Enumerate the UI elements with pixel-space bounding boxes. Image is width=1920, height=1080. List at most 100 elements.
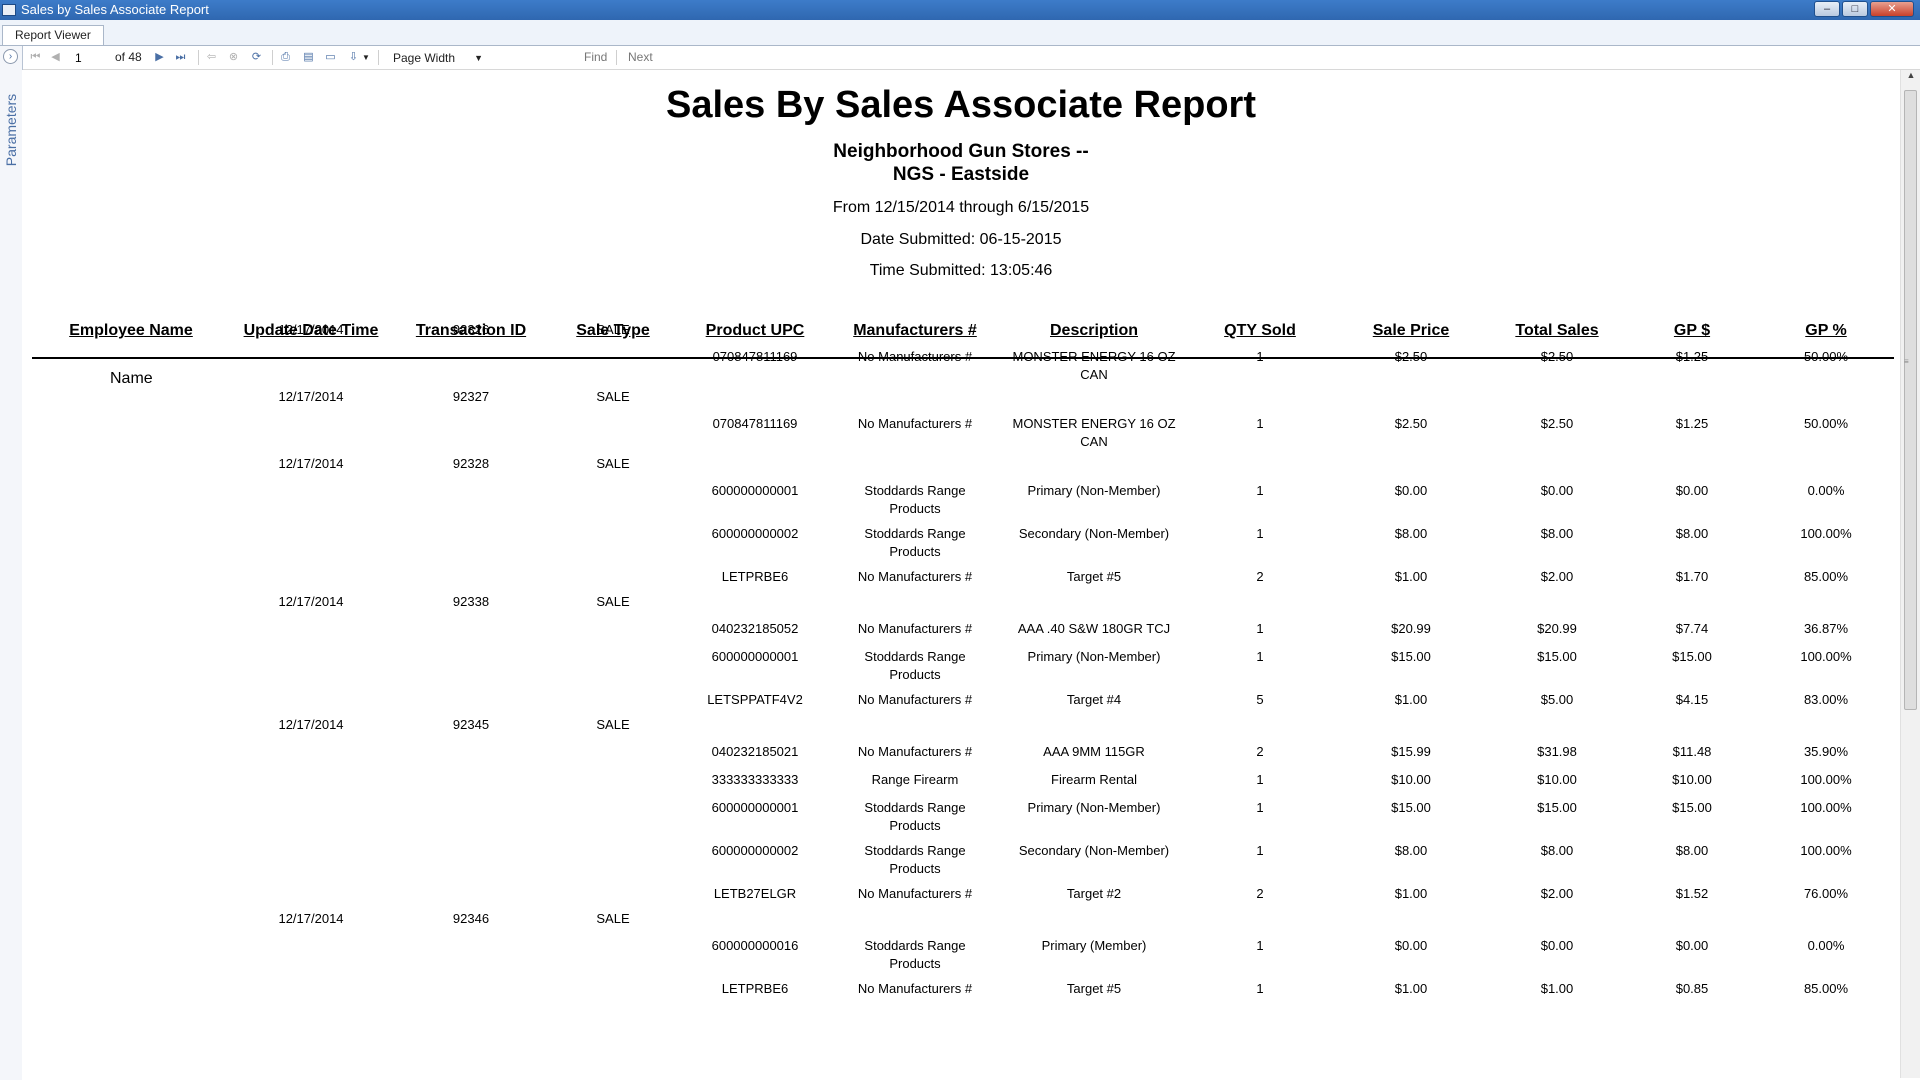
qty-sold: 1 (1256, 649, 1264, 664)
qty-sold: 2 (1256, 569, 1264, 584)
description: MONSTER ENERGY 16 OZ CAN (1012, 416, 1176, 449)
previous-page-icon[interactable]: ◀ (51, 51, 60, 63)
qty-sold: 1 (1256, 772, 1264, 787)
report-title: Sales By Sales Associate Report (666, 84, 1256, 126)
back-icon[interactable]: ⇦ (206, 51, 217, 63)
qty-sold: 2 (1256, 886, 1264, 901)
gp-dollars: $1.70 (1675, 569, 1709, 584)
qty-sold: 1 (1256, 843, 1264, 858)
header-employee-name: Employee Name (69, 322, 193, 339)
page-number-input[interactable] (70, 48, 120, 68)
tab-report-viewer[interactable]: Report Viewer (2, 25, 104, 45)
total-sales: $15.00 (1537, 649, 1577, 664)
stop-icon[interactable]: ⊗ (228, 51, 239, 63)
last-page-icon[interactable]: ⏭ (175, 51, 186, 63)
sale-price: $2.50 (1394, 416, 1428, 431)
header-gp-dollars: GP $ (1673, 322, 1711, 339)
close-button[interactable]: ✕ (1870, 1, 1914, 17)
sale-price: $2.50 (1394, 349, 1428, 364)
employee-name-label: Name (110, 370, 153, 387)
gp-dollars: $8.00 (1675, 526, 1709, 541)
manufacturer: Stoddards Range Products (864, 843, 966, 876)
manufacturer: Range Firearm (871, 772, 959, 787)
sale-price: $10.00 (1391, 772, 1431, 787)
gp-dollars: $1.25 (1675, 349, 1709, 364)
gp-dollars: $15.00 (1672, 800, 1712, 815)
scroll-thumb[interactable] (1904, 90, 1917, 710)
toolbar-separator (272, 50, 273, 65)
description: Secondary (Non-Member) (1018, 526, 1170, 541)
qty-sold: 1 (1256, 483, 1264, 498)
qty-sold: 5 (1256, 692, 1264, 707)
page-setup-icon[interactable]: ▭ (325, 51, 336, 63)
product-upc: LETSPPATF4V2 (707, 692, 803, 707)
gp-percent: 85.00% (1803, 981, 1849, 996)
product-upc: 040232185052 (711, 621, 799, 636)
next-button[interactable]: Next (628, 50, 653, 64)
product-upc: LETPRBE6 (721, 981, 789, 996)
expand-parameters-icon[interactable]: › (3, 49, 18, 64)
total-sales: $0.00 (1540, 483, 1574, 498)
zoom-select[interactable]: Page Width ▼ (388, 48, 488, 66)
find-button[interactable]: Find (584, 50, 608, 64)
sale-type: SALE (596, 389, 630, 404)
gp-dollars: $0.85 (1675, 981, 1709, 996)
minimize-button[interactable]: – (1814, 1, 1840, 17)
description: Target #5 (1066, 981, 1122, 996)
product-upc: 600000000001 (711, 483, 799, 498)
gp-percent: 36.87% (1803, 621, 1849, 636)
transaction-id: 92346 (452, 911, 490, 926)
print-icon[interactable]: ⎙ (281, 51, 290, 63)
sale-price: $0.00 (1394, 938, 1428, 953)
window-title: Sales by Sales Associate Report (21, 2, 209, 17)
refresh-icon[interactable]: ⟳ (251, 51, 262, 63)
tab-strip: Report Viewer (0, 20, 1920, 46)
report-page: Sales By Sales Associate Report Neighbor… (22, 70, 1900, 1080)
header-sale-price: Sale Price (1372, 322, 1450, 339)
qty-sold: 1 (1256, 526, 1264, 541)
find-input[interactable] (500, 48, 572, 66)
toolbar-separator (616, 50, 617, 65)
app-icon (2, 4, 16, 16)
product-upc: LETB27ELGR (713, 886, 797, 901)
date-submitted: Date Submitted: 06-15-2015 (860, 231, 1062, 248)
description: Primary (Member) (1041, 938, 1147, 953)
sale-price: $15.99 (1391, 744, 1431, 759)
header-update-date-time: Update Date Time (243, 322, 379, 339)
transaction-date: 12/17/2014 (278, 389, 344, 404)
window-title-bar: Sales by Sales Associate Report – □ ✕ (0, 0, 1920, 20)
chevron-down-icon: ▼ (474, 53, 483, 63)
print-layout-icon[interactable]: ▤ (303, 51, 314, 63)
qty-sold: 1 (1256, 621, 1264, 636)
header-product-upc: Product UPC (705, 322, 805, 339)
gp-dollars: $10.00 (1672, 772, 1712, 787)
company-line: Neighborhood Gun Stores -- (833, 141, 1089, 162)
description: Target #4 (1066, 692, 1122, 707)
gp-dollars: $0.00 (1675, 483, 1709, 498)
manufacturer: Stoddards Range Products (864, 649, 966, 682)
sale-type: SALE (596, 456, 630, 471)
product-upc: 600000000002 (711, 843, 799, 858)
report-toolbar: ⏮ ◀ of 48 ▶ ⏭ ⇦ ⊗ ⟳ ⎙ ▤ ▭ ⇩ ▼ Page Width… (0, 46, 1920, 70)
vertical-scrollbar[interactable]: ▲ ≡ (1900, 70, 1920, 1078)
parameters-label[interactable]: Parameters (3, 93, 19, 167)
description: Secondary (Non-Member) (1018, 843, 1170, 858)
next-page-icon[interactable]: ▶ (155, 51, 164, 63)
scroll-up-icon[interactable]: ▲ (1906, 70, 1916, 80)
total-sales: $15.00 (1537, 800, 1577, 815)
description: Primary (Non-Member) (1027, 649, 1161, 664)
first-page-icon[interactable]: ⏮ (30, 51, 41, 63)
gp-percent: 50.00% (1803, 416, 1849, 431)
description: Primary (Non-Member) (1027, 800, 1161, 815)
sale-price: $15.00 (1391, 800, 1431, 815)
sale-type: SALE (596, 322, 630, 337)
sale-price: $8.00 (1394, 843, 1428, 858)
gp-dollars: $8.00 (1675, 843, 1709, 858)
export-dropdown-arrow-icon[interactable]: ▼ (362, 53, 370, 62)
maximize-button[interactable]: □ (1842, 1, 1868, 17)
sale-price: $0.00 (1394, 483, 1428, 498)
export-icon[interactable]: ⇩ (348, 51, 359, 63)
header-gp-percent: GP % (1805, 322, 1847, 339)
product-upc: 040232185021 (711, 744, 799, 759)
manufacturer: No Manufacturers # (857, 569, 973, 584)
